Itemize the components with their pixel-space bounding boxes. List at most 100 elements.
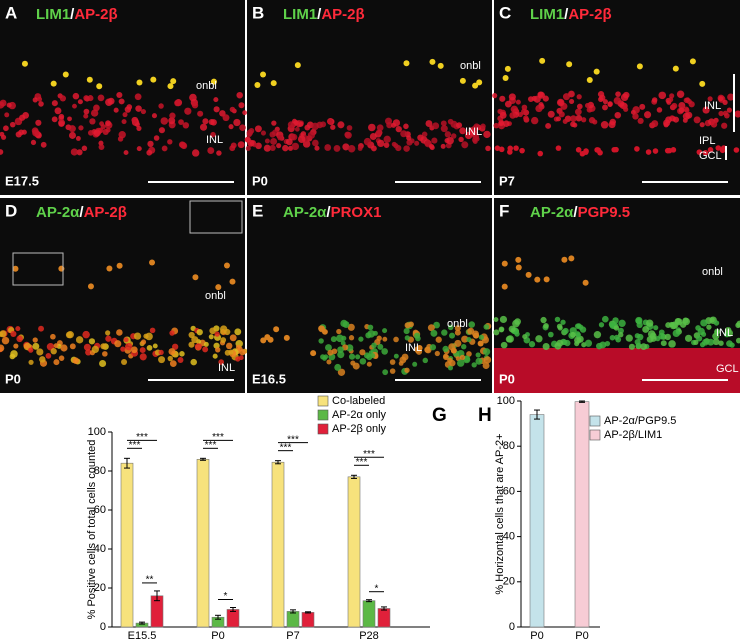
cell bbox=[547, 110, 555, 118]
cell bbox=[480, 123, 486, 130]
cell bbox=[158, 103, 164, 109]
cell bbox=[336, 328, 342, 335]
cell bbox=[714, 328, 721, 335]
cell bbox=[492, 93, 498, 99]
cell bbox=[53, 343, 59, 349]
cell bbox=[191, 149, 200, 157]
significance-label: *** bbox=[129, 440, 141, 451]
cell bbox=[83, 108, 90, 115]
y-axis-title: % Horizontal cells that are AP-2+ bbox=[494, 433, 506, 594]
cell bbox=[707, 147, 714, 153]
cell bbox=[38, 101, 44, 107]
cell bbox=[637, 117, 644, 125]
cell bbox=[322, 355, 327, 361]
cell bbox=[69, 343, 76, 350]
cell bbox=[169, 330, 175, 336]
cell bbox=[505, 335, 513, 343]
marker-name: AP-2β bbox=[84, 204, 127, 221]
cell bbox=[160, 117, 169, 125]
cell bbox=[136, 125, 142, 131]
cell bbox=[707, 96, 713, 102]
cell bbox=[604, 340, 611, 347]
cell bbox=[540, 316, 547, 324]
cell bbox=[40, 141, 47, 148]
cell bbox=[330, 124, 336, 130]
marker-name: AP-2β bbox=[568, 6, 611, 23]
cell bbox=[81, 145, 88, 152]
cell bbox=[609, 322, 615, 328]
cell bbox=[264, 138, 270, 144]
cell bbox=[13, 343, 19, 349]
cell bbox=[575, 332, 581, 338]
image-panel: A LIM1/AP-2β onbl INL E17.5 bbox=[0, 0, 248, 195]
cell bbox=[117, 136, 124, 142]
panel-letter: E bbox=[252, 201, 263, 220]
cell bbox=[347, 145, 356, 153]
cell bbox=[269, 144, 276, 152]
x-tick-label: P0 bbox=[530, 630, 543, 641]
cell bbox=[229, 106, 236, 113]
cell bbox=[51, 116, 58, 123]
cell bbox=[493, 329, 500, 336]
horizontal-cell bbox=[502, 74, 509, 81]
cell bbox=[36, 348, 44, 356]
horizontal-cell bbox=[403, 60, 410, 67]
layer-label: IPL bbox=[699, 135, 716, 147]
cell bbox=[475, 357, 483, 365]
cell bbox=[168, 348, 176, 355]
cell bbox=[483, 324, 490, 330]
cell bbox=[370, 352, 376, 359]
cell bbox=[158, 356, 166, 364]
cell bbox=[693, 116, 701, 124]
cell bbox=[584, 103, 590, 108]
cell bbox=[684, 334, 693, 342]
cell bbox=[282, 144, 289, 152]
x-tick-label: P7 bbox=[286, 630, 299, 641]
cell bbox=[0, 344, 5, 352]
error-bar bbox=[215, 614, 221, 620]
cell bbox=[586, 106, 593, 113]
horizontal-cell bbox=[270, 80, 277, 87]
cell bbox=[414, 140, 420, 146]
panel-title: AP-2α/AP-2β bbox=[36, 204, 127, 221]
cell bbox=[65, 331, 73, 339]
cell bbox=[190, 358, 197, 366]
cell bbox=[82, 330, 90, 339]
horizontal-cell bbox=[136, 79, 143, 86]
cell bbox=[15, 326, 21, 332]
cell bbox=[213, 106, 220, 113]
cell bbox=[668, 96, 674, 103]
cell bbox=[535, 104, 543, 113]
significance-label: *** bbox=[363, 449, 375, 460]
cell bbox=[50, 348, 57, 355]
cell bbox=[562, 118, 568, 124]
cell bbox=[640, 343, 648, 350]
cell bbox=[239, 349, 246, 356]
marker-name: / bbox=[70, 6, 75, 23]
cell bbox=[6, 102, 12, 108]
cell bbox=[207, 147, 215, 155]
cell bbox=[336, 334, 344, 343]
cell bbox=[427, 324, 435, 332]
horizontal-cell bbox=[525, 271, 532, 278]
y-tick-label: 100 bbox=[497, 395, 515, 407]
cell bbox=[499, 111, 507, 119]
bar bbox=[120, 462, 134, 628]
horizontal-cell bbox=[260, 337, 267, 344]
cell bbox=[116, 91, 123, 99]
cell bbox=[32, 97, 38, 103]
layer-label: INL bbox=[218, 362, 235, 374]
cell bbox=[174, 99, 181, 107]
horizontal-cell bbox=[689, 58, 696, 65]
cell bbox=[147, 140, 154, 148]
cell bbox=[348, 353, 356, 360]
cell bbox=[337, 346, 344, 353]
bar bbox=[377, 608, 391, 628]
bar bbox=[226, 609, 240, 628]
cell bbox=[202, 346, 209, 353]
significance-label: *** bbox=[280, 442, 292, 453]
cell bbox=[651, 120, 659, 128]
cell bbox=[363, 352, 371, 359]
stage-label: E17.5 bbox=[5, 173, 39, 188]
cell bbox=[247, 139, 255, 147]
